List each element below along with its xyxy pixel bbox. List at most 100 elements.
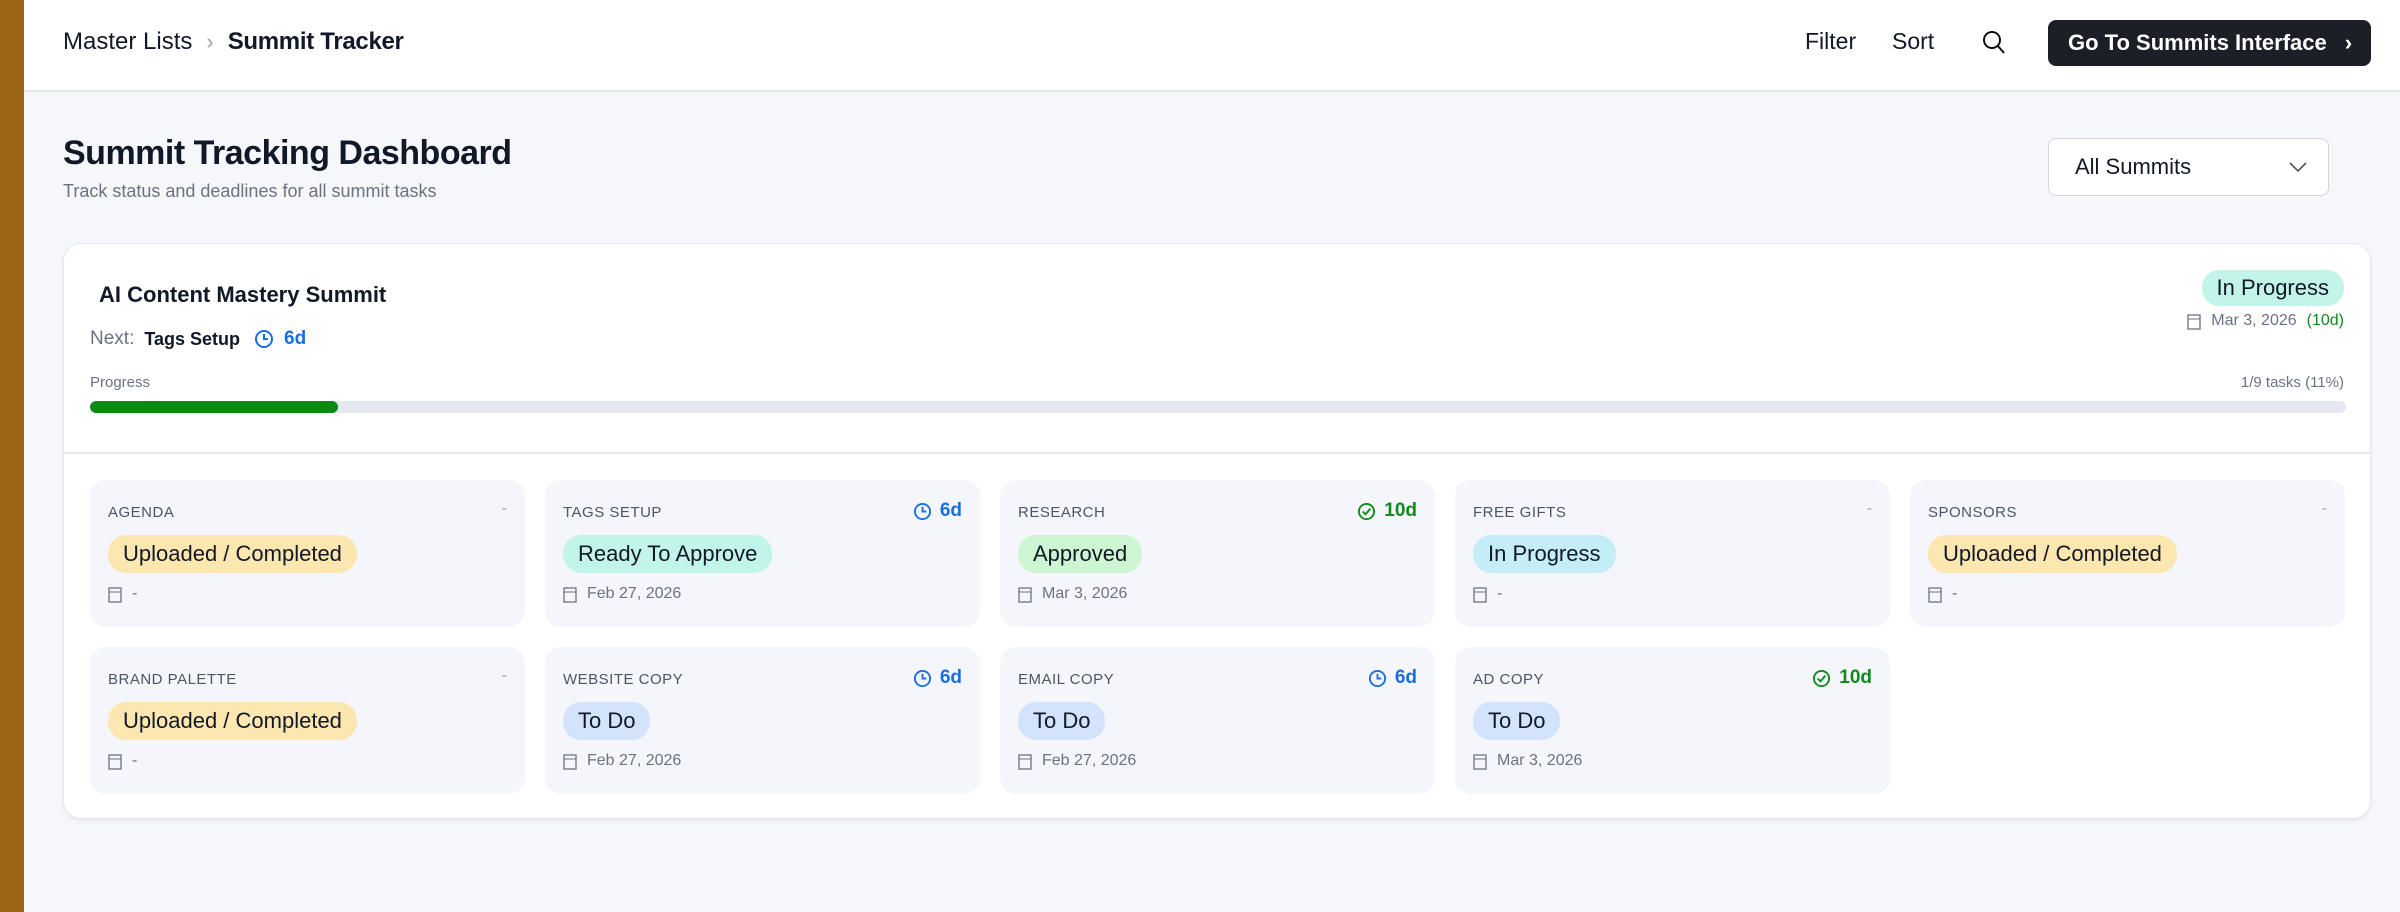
task-due: -	[1867, 500, 1872, 518]
task-status-badge: To Do	[563, 702, 651, 740]
task-date-value: Mar 3, 2026	[1497, 752, 1583, 769]
task-date: -	[1928, 585, 2327, 603]
task-due-value: -	[501, 500, 507, 517]
task-status-badge: To Do	[1018, 702, 1106, 740]
task-date: -	[108, 752, 507, 770]
task-due-value: 6d	[939, 500, 962, 521]
task-due: -	[502, 500, 507, 518]
calendar-icon	[563, 754, 577, 770]
go-button-label: Go To Summits Interface	[2068, 30, 2327, 55]
task-date: Feb 27, 2026	[563, 585, 962, 603]
task-status-badge: In Progress	[1473, 535, 1616, 573]
task-tile[interactable]: AD COPY 10d To Do Mar 3, 2026	[1455, 647, 1890, 794]
calendar-icon	[1018, 587, 1032, 603]
task-due-value: 10d	[1384, 500, 1417, 521]
top-header: Master Lists › Summit Tracker Filter Sor…	[24, 0, 2400, 92]
divider	[64, 452, 2370, 454]
task-tile[interactable]: SPONSORS - Uploaded / Completed -	[1910, 480, 2345, 627]
calendar-icon	[563, 587, 577, 603]
clock-icon	[913, 502, 931, 520]
calendar-icon	[108, 587, 122, 603]
task-due-value: -	[501, 667, 507, 684]
task-date-value: -	[132, 752, 138, 769]
task-date-value: Feb 27, 2026	[1042, 752, 1137, 769]
task-name: AD COPY	[1473, 671, 1545, 688]
task-grid: AGENDA - Uploaded / Completed - TAGS SETU…	[90, 480, 2345, 794]
clock-icon	[255, 330, 274, 348]
task-due: 6d	[913, 500, 962, 522]
page-title: Summit Tracking Dashboard	[63, 134, 512, 172]
task-name: RESEARCH	[1018, 504, 1106, 521]
status-badge: In Progress	[2201, 270, 2344, 306]
page-subtitle: Track status and deadlines for all summi…	[63, 181, 437, 201]
chevron-right-icon: ›	[2344, 30, 2353, 55]
task-due: 10d	[1812, 667, 1872, 689]
filter-button[interactable]: Filter	[1805, 28, 1857, 54]
summit-select[interactable]: All Summits	[2048, 138, 2329, 196]
next-task: Next: Tags Setup 6d	[90, 328, 306, 350]
task-name: TAGS SETUP	[563, 504, 662, 521]
progress-bar-fill	[90, 401, 339, 413]
go-to-summits-interface-button[interactable]: Go To Summits Interface ›	[2048, 20, 2371, 66]
progress-bar	[90, 401, 2346, 413]
task-name: EMAIL COPY	[1018, 671, 1115, 688]
task-date: Mar 3, 2026	[1473, 752, 1872, 770]
clock-icon	[1368, 669, 1386, 687]
task-due: -	[2322, 500, 2327, 518]
calendar-icon	[1018, 754, 1032, 770]
task-date: Feb 27, 2026	[563, 752, 962, 770]
chevron-right-icon: ›	[206, 29, 214, 54]
search-icon[interactable]	[1982, 30, 2006, 56]
breadcrumb-master-lists[interactable]: Master Lists	[63, 28, 193, 55]
task-status-badge: Ready To Approve	[563, 535, 773, 573]
breadcrumb: Master Lists › Summit Tracker	[63, 28, 404, 56]
task-due-value: -	[2321, 500, 2327, 517]
task-status-badge: Uploaded / Completed	[108, 702, 357, 740]
task-date-value: Feb 27, 2026	[587, 752, 682, 769]
task-tile[interactable]: TAGS SETUP 6d Ready To Approve Feb 27, 2…	[545, 480, 980, 627]
sort-button[interactable]: Sort	[1892, 28, 1935, 54]
task-date: Feb 27, 2026	[1018, 752, 1417, 770]
task-tile[interactable]: BRAND PALETTE - Uploaded / Completed -	[90, 647, 525, 794]
calendar-icon	[1473, 587, 1487, 603]
task-tile[interactable]: RESEARCH 10d Approved Mar 3, 2026	[1000, 480, 1435, 627]
summit-date-remaining: (10d)	[2306, 312, 2344, 329]
task-name: BRAND PALETTE	[108, 671, 237, 688]
summit-date: Mar 3, 2026 (10d)	[2187, 312, 2344, 330]
calendar-icon	[108, 754, 122, 770]
task-date: -	[108, 585, 507, 603]
task-due: -	[502, 667, 507, 685]
task-tile[interactable]: WEBSITE COPY 6d To Do Feb 27, 2026	[545, 647, 980, 794]
task-due-value: -	[1866, 500, 1872, 517]
breadcrumb-current: Summit Tracker	[227, 28, 404, 55]
summit-card: AI Content Mastery Summit Next: Tags Set…	[63, 243, 2371, 819]
calendar-icon	[1928, 587, 1942, 603]
calendar-icon	[1473, 754, 1487, 770]
task-name: SPONSORS	[1928, 504, 2018, 521]
task-due: 6d	[913, 667, 962, 689]
check-circle-icon	[1813, 669, 1831, 687]
progress-label: Progress	[90, 374, 151, 391]
summit-name[interactable]: AI Content Mastery Summit	[99, 282, 387, 307]
calendar-icon	[2187, 314, 2201, 330]
task-due: 10d	[1357, 500, 1417, 522]
task-tile[interactable]: AGENDA - Uploaded / Completed -	[90, 480, 525, 627]
progress-count: 1/9 tasks (11%)	[2240, 374, 2344, 391]
task-tile[interactable]: FREE GIFTS - In Progress -	[1455, 480, 1890, 627]
summit-date-value: Mar 3, 2026	[2211, 312, 2297, 329]
task-due-value: 6d	[1394, 667, 1417, 688]
task-date: Mar 3, 2026	[1018, 585, 1417, 603]
task-due: 6d	[1368, 667, 1417, 689]
task-status-badge: To Do	[1473, 702, 1561, 740]
task-date-value: -	[132, 585, 138, 602]
next-label: Next:	[90, 328, 135, 349]
task-name: WEBSITE COPY	[563, 671, 684, 688]
task-name: AGENDA	[108, 504, 175, 521]
task-date-value: -	[1952, 585, 1958, 602]
task-status-badge: Uploaded / Completed	[1928, 535, 2177, 573]
chevron-down-icon	[2289, 162, 2307, 173]
next-task-due: 6d	[284, 328, 307, 349]
next-task-name: Tags Setup	[144, 328, 241, 349]
task-name: FREE GIFTS	[1473, 504, 1567, 521]
task-tile[interactable]: EMAIL COPY 6d To Do Feb 27, 2026	[1000, 647, 1435, 794]
